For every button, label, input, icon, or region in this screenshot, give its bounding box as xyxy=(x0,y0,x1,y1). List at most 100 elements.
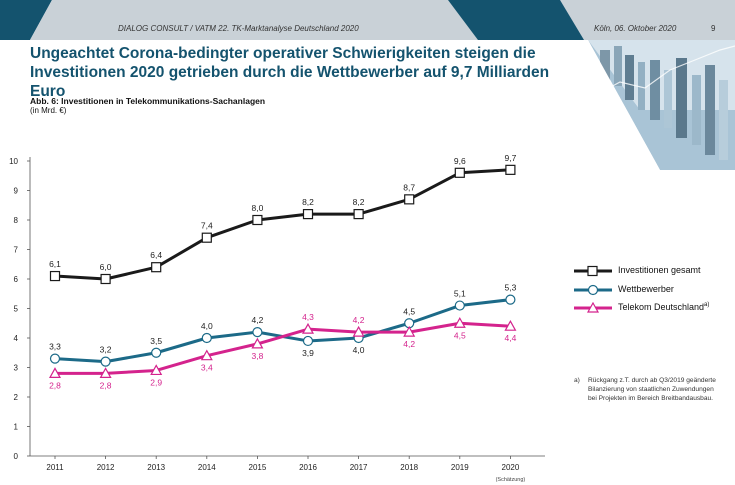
data-point-triangle xyxy=(48,367,62,378)
legend-label: Investitionen gesamt xyxy=(618,265,701,275)
data-point-square xyxy=(49,270,61,282)
data-point-circle xyxy=(252,327,263,338)
x-tick-label: 2013 xyxy=(147,463,165,472)
data-point-triangle xyxy=(453,317,466,328)
data-label: 3,4 xyxy=(201,363,213,373)
data-point-triangle xyxy=(352,325,365,337)
data-point-triangle xyxy=(301,322,315,334)
data-label: 4,5 xyxy=(454,330,466,340)
header-date: Köln, 06. Oktober 2020 xyxy=(594,24,677,33)
y-tick-label: 1 xyxy=(14,423,19,432)
y-tick-label: 5 xyxy=(14,305,19,314)
x-tick-label: 2015 xyxy=(249,463,267,472)
x-tick-label: 2019 xyxy=(451,463,469,472)
legend-label: Wettbewerber xyxy=(618,284,674,294)
data-label: 6,1 xyxy=(49,259,61,269)
data-label: 3,8 xyxy=(251,351,263,361)
data-label: 7,4 xyxy=(201,221,213,231)
data-point-circle xyxy=(505,294,516,305)
data-point-circle xyxy=(302,335,314,347)
data-point-square xyxy=(151,262,162,273)
x-tick-label: 2012 xyxy=(97,463,115,472)
page-number: 9 xyxy=(711,24,716,33)
data-point-triangle xyxy=(99,367,112,378)
header-decor xyxy=(0,0,735,170)
x-tick-label: 2020 xyxy=(502,463,520,472)
data-point-circle xyxy=(151,347,162,358)
y-tick-label: 10 xyxy=(9,157,18,166)
series-line-2 xyxy=(55,321,511,375)
header-accent-blue xyxy=(448,0,584,40)
data-label: 4,0 xyxy=(201,321,213,331)
data-label: 4,2 xyxy=(353,315,365,325)
data-label: 9,7 xyxy=(504,153,516,163)
data-label: 6,4 xyxy=(150,250,162,260)
y-tick-label: 2 xyxy=(14,393,19,402)
legend-swatch-circle xyxy=(574,284,612,296)
data-point-square xyxy=(252,214,263,226)
data-label: 2,9 xyxy=(150,377,162,387)
y-tick-label: 3 xyxy=(14,364,19,373)
data-label: 8,2 xyxy=(302,197,314,207)
data-label: 8,2 xyxy=(353,197,365,207)
data-label: 5,1 xyxy=(454,289,466,299)
data-point-circle xyxy=(49,353,61,364)
y-tick-label: 4 xyxy=(14,334,19,343)
data-point-triangle xyxy=(150,364,163,376)
y-tick-label: 9 xyxy=(14,187,19,196)
data-point-circle xyxy=(454,300,465,311)
data-point-circle xyxy=(201,332,212,344)
header-band-right xyxy=(590,0,735,40)
data-point-square xyxy=(454,167,465,178)
x-tick-label: 2014 xyxy=(198,463,216,472)
legend-swatch-square xyxy=(574,265,612,277)
y-tick-label: 8 xyxy=(14,216,19,225)
data-label: 4,3 xyxy=(302,312,314,322)
footnote-text: Rückgang z.T. durch ab Q3/2019 geänderte… xyxy=(588,377,716,402)
y-tick-label: 0 xyxy=(14,452,19,461)
data-label: 2,8 xyxy=(100,380,112,390)
data-label: 8,7 xyxy=(403,182,415,192)
data-point-triangle xyxy=(403,325,416,337)
chart-unit: (in Mrd. €) xyxy=(30,106,67,115)
legend-label: Telekom Deutschlanda) xyxy=(618,302,709,312)
data-point-triangle xyxy=(200,349,213,361)
legend-swatch-triangle xyxy=(574,302,612,313)
series-line-0 xyxy=(54,168,511,281)
x-tick-label: 2017 xyxy=(350,463,368,472)
data-point-square xyxy=(302,209,314,220)
header-band-left-grey xyxy=(30,0,590,40)
data-label: 8,0 xyxy=(251,203,263,213)
legend-footnote-mark: a) xyxy=(704,302,710,308)
data-label: 4,2 xyxy=(403,339,415,349)
data-label: 3,3 xyxy=(49,342,61,352)
footnote-mark: a) xyxy=(574,377,580,384)
header-photo xyxy=(588,40,735,170)
data-point-square xyxy=(201,232,212,243)
data-label: 4,0 xyxy=(353,345,365,355)
data-point-circle xyxy=(100,356,111,367)
header-source: DIALOG CONSULT / VATM 22. TK-Marktanalys… xyxy=(118,24,359,33)
data-label: 5,3 xyxy=(504,283,516,293)
x-tick-label: 2018 xyxy=(400,463,418,472)
legend-label-text: Telekom Deutschland xyxy=(618,302,705,312)
data-point-triangle xyxy=(251,337,264,349)
data-point-square xyxy=(353,209,364,220)
data-label: 4,2 xyxy=(251,315,263,325)
x-note-label: (Schätzung) xyxy=(496,477,526,483)
x-tick-label: 2016 xyxy=(299,463,317,472)
y-tick-label: 7 xyxy=(14,246,19,255)
series-line-1 xyxy=(54,298,511,364)
data-point-square xyxy=(505,164,516,175)
header-band-left-blue xyxy=(0,0,52,40)
page-title: Ungeachtet Corona-bedingter operativer S… xyxy=(30,45,550,100)
data-label: 9,6 xyxy=(454,156,466,166)
x-tick-label: 2011 xyxy=(46,463,64,472)
data-label: 4,4 xyxy=(504,333,516,343)
chart-title: Abb. 6: Investitionen in Telekommunikati… xyxy=(30,96,266,106)
data-label: 6,0 xyxy=(100,262,112,272)
data-label: 3,9 xyxy=(302,348,314,358)
data-point-square xyxy=(100,273,111,285)
data-point-square xyxy=(404,194,415,205)
